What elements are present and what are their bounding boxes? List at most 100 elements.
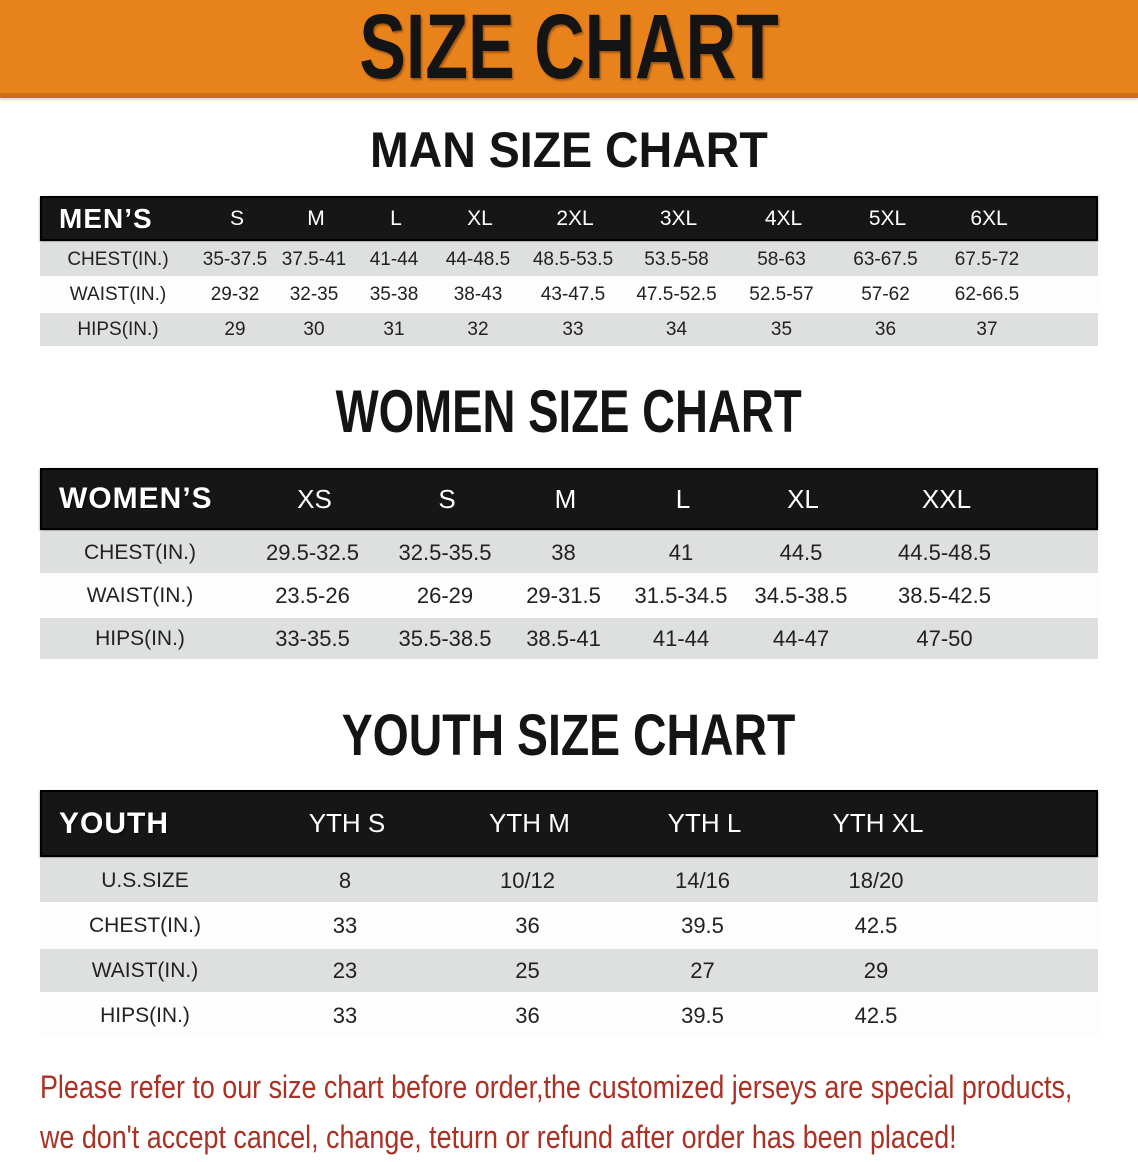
men-col-header-xl: XL — [467, 206, 493, 230]
size-cell: 41-44 — [369, 248, 419, 270]
size-cell: 23 — [332, 957, 358, 983]
size-cell: 48.5-53.5 — [532, 248, 614, 270]
women-chest-row: CHEST(IN.) 29.5-32.5 32.5-35.5 38 41 44.… — [40, 532, 1098, 573]
size-chart-banner: SIZE CHART — [0, 0, 1138, 98]
men-col-header-l: L — [390, 206, 402, 230]
size-cell: 29-32 — [210, 283, 260, 305]
size-cell: 42.5 — [854, 1002, 898, 1028]
men-col-header-s: S — [229, 206, 244, 230]
size-cell: 34.5-38.5 — [754, 582, 848, 608]
size-cell: 37 — [976, 318, 998, 340]
size-cell: 35-38 — [369, 283, 419, 305]
youth-section-heading: YOUTH SIZE CHART — [0, 707, 1138, 765]
size-cell: 10/12 — [499, 867, 556, 893]
row-label: CHEST(IN.) — [67, 248, 169, 270]
youth-chest-row: CHEST(IN.) 33 36 39.5 42.5 — [40, 904, 1098, 947]
youth-size-table: YOUTH YTH S YTH M YTH L YTH XL U.S.SIZE … — [40, 790, 1098, 1037]
row-label: CHEST(IN.) — [89, 913, 201, 937]
size-cell: 44-47 — [772, 625, 830, 651]
youth-col-header-m: YTH M — [489, 808, 570, 838]
size-cell: 29 — [863, 957, 889, 983]
size-cell: 33 — [332, 1002, 358, 1028]
women-size-table: WOMEN’S XS S M L XL XXL CHEST(IN.) 29.5-… — [40, 468, 1098, 659]
size-cell: 41 — [668, 539, 694, 565]
size-cell: 33 — [562, 318, 584, 340]
men-col-header-6xl: 6XL — [970, 206, 1008, 230]
size-cell: 36 — [874, 318, 897, 340]
size-cell: 35.5-38.5 — [398, 625, 492, 651]
row-label: WAIST(IN.) — [86, 583, 194, 607]
youth-ussize-row: U.S.SIZE 8 10/12 14/16 18/20 — [40, 859, 1098, 902]
men-col-header-3xl: 3XL — [659, 206, 698, 230]
row-label: U.S.SIZE — [101, 868, 189, 892]
size-cell: 14/16 — [674, 867, 731, 893]
women-col-header-xxl: XXL — [921, 483, 972, 514]
men-size-table: MEN’S S M L XL 2XL 3XL 4XL 5XL 6XL CHEST… — [40, 196, 1098, 346]
size-cell: 39.5 — [681, 1002, 724, 1028]
row-label: WAIST(IN.) — [69, 283, 167, 305]
men-waist-row: WAIST(IN.) 29-32 32-35 35-38 38-43 43-47… — [40, 278, 1098, 311]
size-cell: 53.5-58 — [644, 248, 709, 270]
women-heading-text: WOMEN SIZE CHART — [335, 378, 803, 445]
man-section-heading: MAN SIZE CHART — [0, 125, 1138, 175]
women-col-header-xl: XL — [787, 483, 819, 514]
size-cell: 31.5-34.5 — [634, 582, 728, 608]
size-cell: 32 — [467, 318, 489, 340]
size-cell: 26-29 — [416, 582, 474, 608]
size-cell: 41-44 — [652, 625, 710, 651]
size-cell: 67.5-72 — [954, 248, 1020, 270]
size-cell: 38-43 — [453, 283, 503, 305]
size-cell: 58-63 — [757, 248, 806, 270]
size-cell: 27 — [690, 957, 715, 983]
youth-hips-row: HIPS(IN.) 33 36 39.5 42.5 — [40, 994, 1098, 1037]
men-hips-row: HIPS(IN.) 29 30 31 32 33 34 35 36 37 — [40, 313, 1098, 346]
size-cell: 29.5-32.5 — [266, 539, 359, 565]
men-col-header-2xl: 2XL — [556, 206, 594, 230]
men-table-title: MEN’S — [59, 202, 153, 234]
size-cell: 36 — [515, 1002, 540, 1028]
size-cell: 34 — [665, 318, 688, 340]
disclaimer-line-2: we don't accept cancel, change, teturn o… — [40, 1118, 957, 1155]
size-cell: 18/20 — [848, 867, 904, 893]
size-cell: 52.5-57 — [749, 283, 814, 305]
size-cell: 47-50 — [916, 625, 973, 651]
size-cell: 32-35 — [289, 283, 339, 305]
size-cell: 38 — [551, 539, 576, 565]
size-cell: 39.5 — [681, 912, 724, 938]
size-cell: 37.5-41 — [281, 248, 347, 270]
size-cell: 36 — [515, 912, 540, 938]
youth-col-header-xl: YTH XL — [832, 808, 924, 838]
women-col-header-l: L — [675, 483, 691, 514]
youth-col-header-s: YTH S — [308, 808, 386, 838]
men-col-header-m: M — [307, 206, 325, 230]
size-cell: 42.5 — [854, 912, 898, 938]
men-table-header-row: MEN’S S M L XL 2XL 3XL 4XL 5XL 6XL — [40, 196, 1098, 241]
size-cell: 44-48.5 — [445, 248, 511, 270]
size-cell: 29 — [224, 318, 246, 340]
size-cell: 32.5-35.5 — [398, 539, 492, 565]
size-cell: 25 — [515, 957, 540, 983]
size-cell: 43-47.5 — [540, 283, 606, 305]
youth-col-header-l: YTH L — [667, 808, 742, 838]
women-table-title: WOMEN’S — [59, 482, 213, 515]
size-cell: 57-62 — [861, 283, 910, 305]
size-cell: 44.5 — [779, 539, 823, 565]
size-cell: 33 — [332, 912, 358, 938]
women-waist-row: WAIST(IN.) 23.5-26 26-29 29-31.5 31.5-34… — [40, 575, 1098, 616]
size-cell: 29-31.5 — [526, 582, 601, 608]
size-cell: 38.5-41 — [526, 625, 601, 651]
size-cell: 63-67.5 — [853, 248, 918, 270]
youth-table-header-row: YOUTH YTH S YTH M YTH L YTH XL — [40, 790, 1098, 857]
size-cell: 44.5-48.5 — [898, 539, 991, 565]
men-col-header-4xl: 4XL — [764, 206, 803, 230]
size-cell: 35 — [770, 318, 793, 340]
disclaimer-line-1: Please refer to our size chart before or… — [40, 1069, 1073, 1105]
youth-table-title: YOUTH — [59, 806, 169, 840]
disclaimer: Please refer to our size chart before or… — [40, 1063, 1138, 1162]
row-label: CHEST(IN.) — [84, 540, 196, 564]
youth-waist-row: WAIST(IN.) 23 25 27 29 — [40, 949, 1098, 992]
size-cell: 33-35.5 — [275, 625, 350, 651]
row-label: WAIST(IN.) — [91, 958, 199, 982]
row-label: HIPS(IN.) — [100, 1003, 190, 1027]
man-heading-text: MAN SIZE CHART — [370, 122, 768, 178]
